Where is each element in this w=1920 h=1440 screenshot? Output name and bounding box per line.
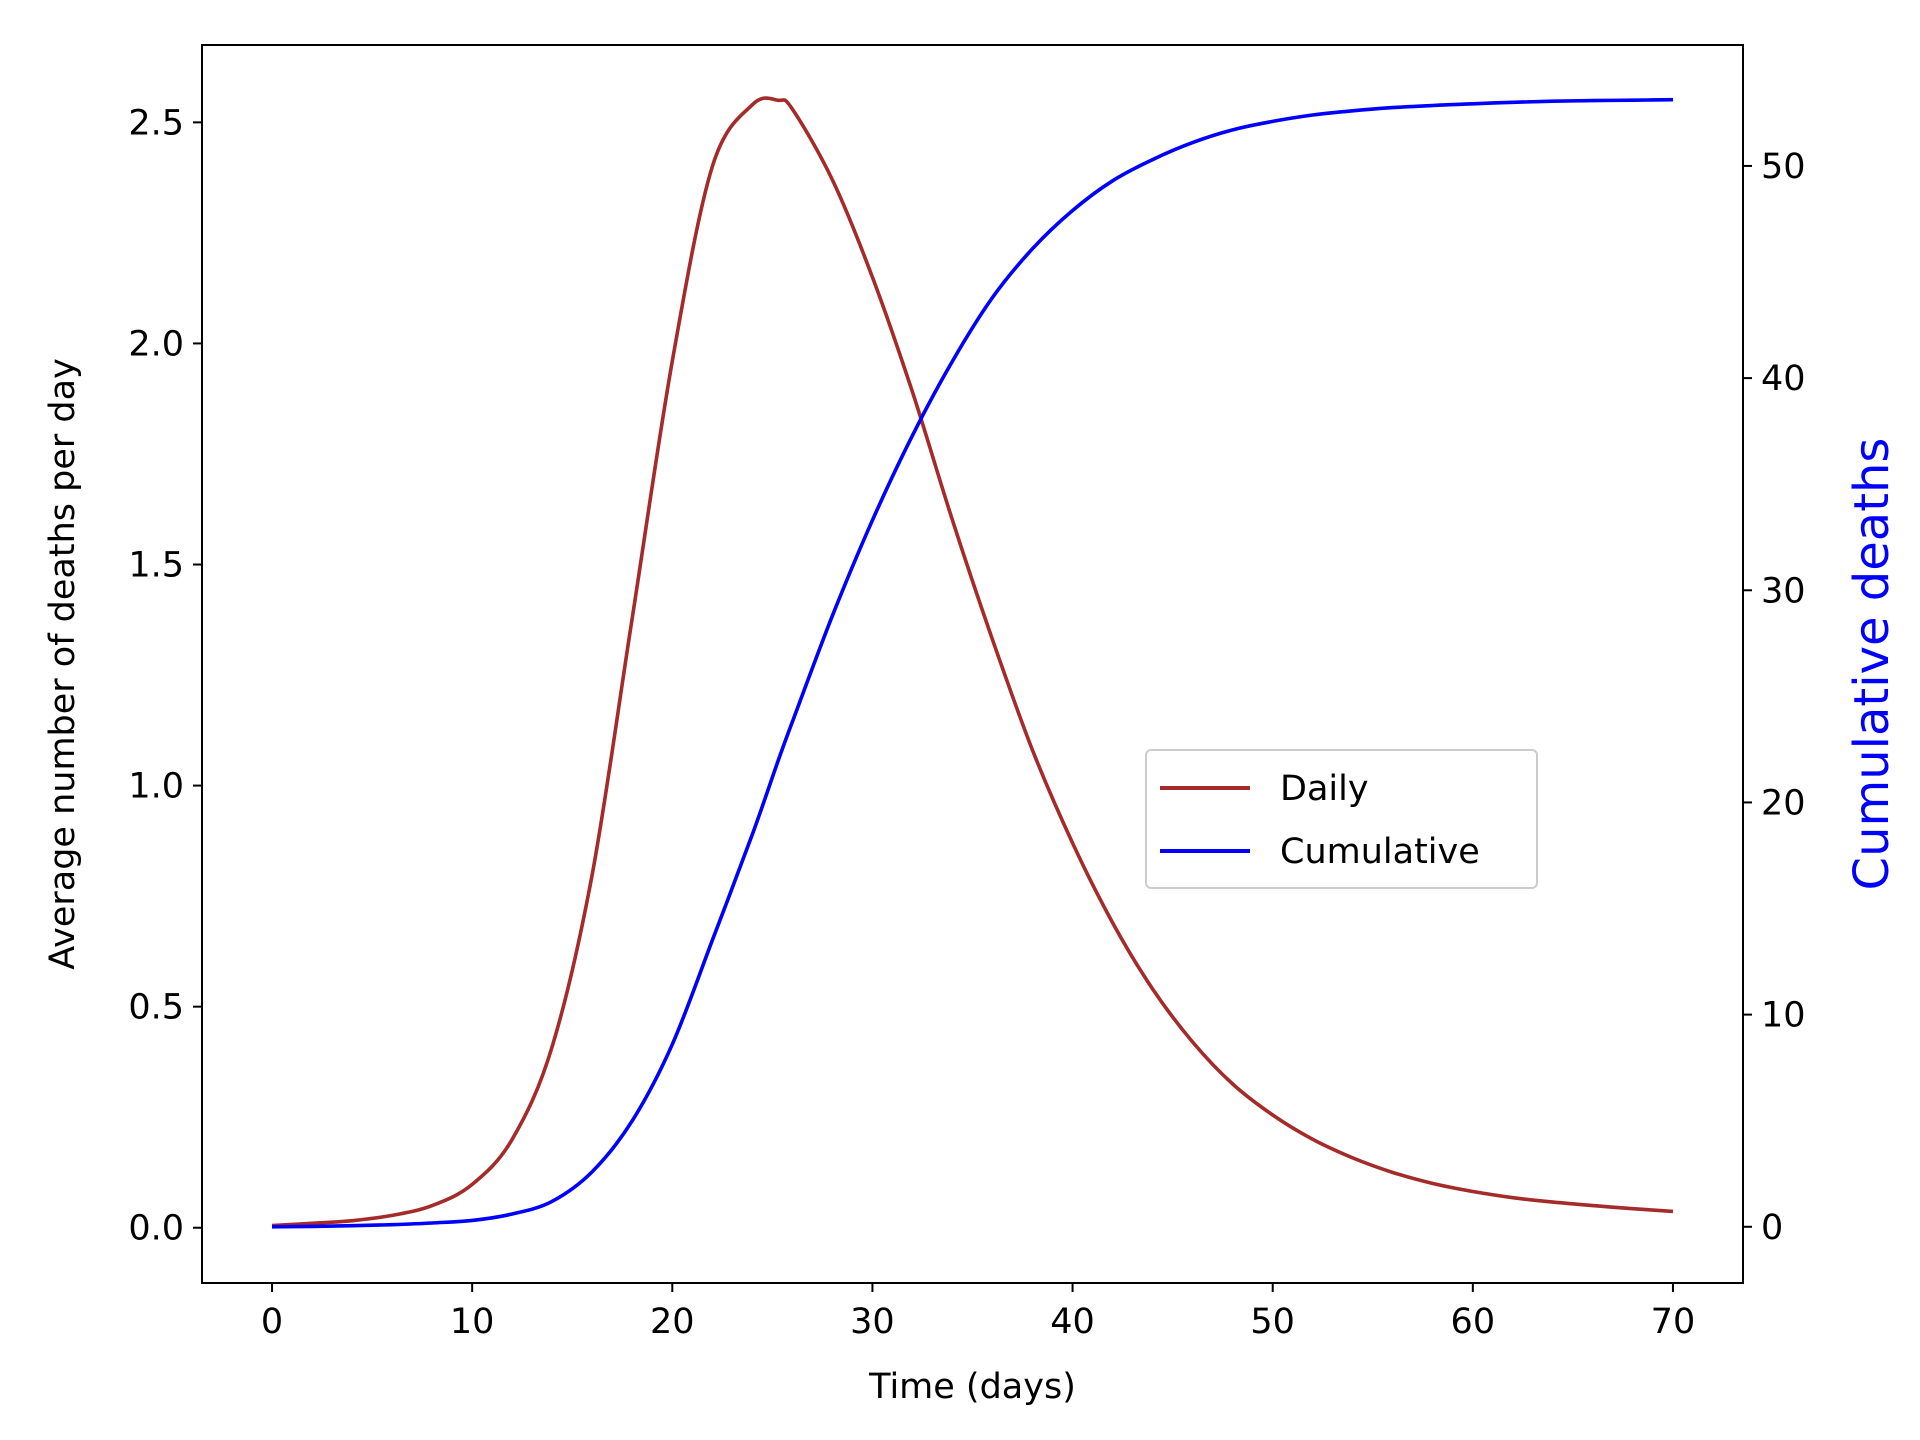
x-tick-label: 40 [1050, 1302, 1095, 1342]
y-tick-label: 1.5 [128, 546, 184, 586]
x-tick-label: 20 [650, 1302, 695, 1342]
legend: Daily Cumulative [1145, 749, 1538, 889]
y-tick-label: 0.0 [128, 1209, 184, 1249]
legend-label-cumulative: Cumulative [1280, 832, 1480, 872]
legend-label-daily: Daily [1280, 769, 1369, 809]
y2-tick-label: 30 [1761, 571, 1806, 611]
x-tick-label: 70 [1651, 1302, 1696, 1342]
series-line-daily [271, 96, 1674, 1228]
x-tick-label: 0 [261, 1302, 283, 1342]
x-tick-label: 30 [850, 1302, 895, 1342]
x-tick-label: 60 [1451, 1302, 1496, 1342]
x-axis-label: Time (days) [868, 1367, 1076, 1407]
y-axis-label: Average number of deaths per day [43, 358, 83, 970]
y2-axis-label: Cumulative deaths [1844, 438, 1900, 891]
y-tick-label: 2.0 [128, 324, 184, 364]
y2-tick-label: 20 [1761, 783, 1806, 823]
ticks-layer: 0 10 20 30 40 50 60 70 0.0 0.5 1.0 1.5 2.0 2.5 0 10 20 30… [128, 103, 1805, 1342]
plot-frame [201, 44, 1744, 1284]
y2-tick-label: 10 [1761, 996, 1806, 1036]
y2-tick-label: 0 [1761, 1208, 1783, 1248]
y-tick-label: 2.5 [128, 103, 184, 143]
series-line-cumulative [271, 97, 1674, 1229]
x-tick-label: 50 [1250, 1302, 1295, 1342]
y-tick-label: 1.0 [128, 767, 184, 807]
y-tick-label: 0.5 [128, 988, 184, 1028]
y2-tick-label: 40 [1761, 359, 1806, 399]
series-layer [271, 96, 1674, 1229]
y2-tick-label: 50 [1761, 147, 1806, 187]
x-tick-label: 10 [450, 1302, 495, 1342]
legend-box [1145, 749, 1538, 889]
